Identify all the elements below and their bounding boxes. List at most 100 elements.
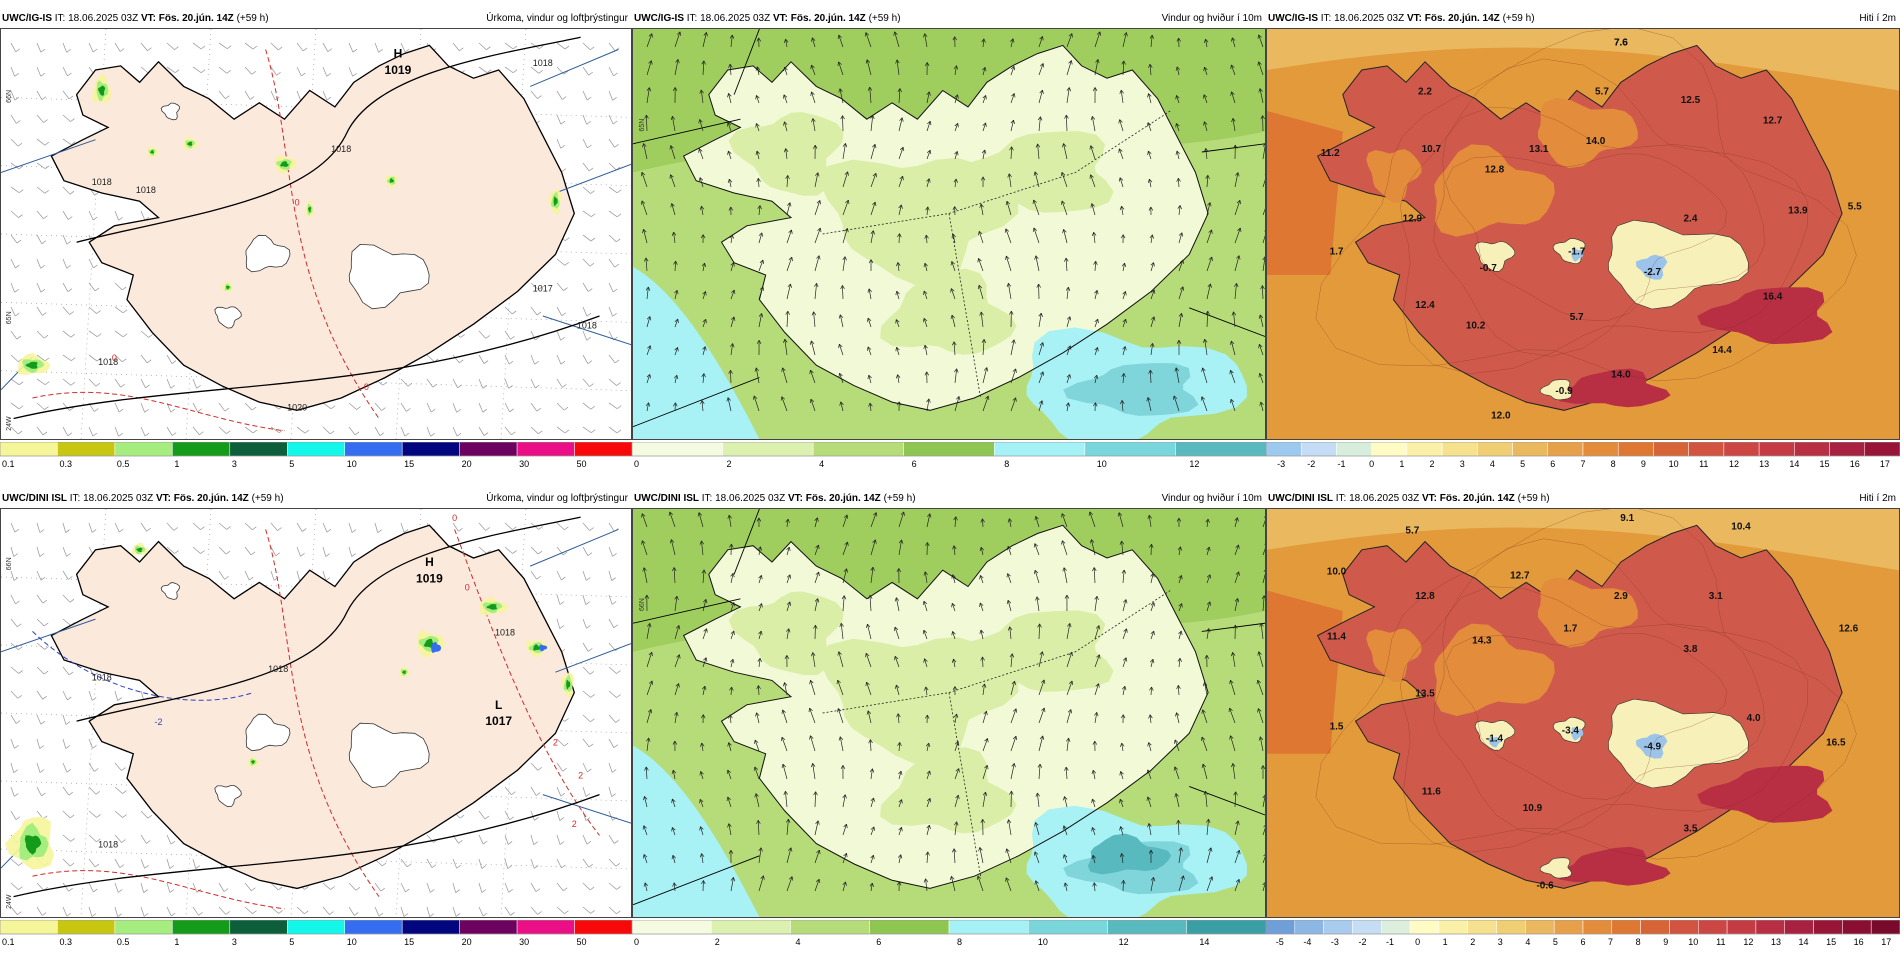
temperature-value: -0.9 bbox=[1555, 386, 1573, 397]
map-area: 66N bbox=[632, 508, 1266, 918]
colorbar-segment bbox=[1865, 442, 1900, 456]
colorbar-tick: 6 bbox=[876, 937, 881, 947]
colorbar-segment bbox=[1759, 442, 1794, 456]
contour-label: 0 bbox=[295, 197, 300, 207]
colorbar-tick: 3 bbox=[1498, 937, 1503, 947]
colorbar-segment bbox=[1641, 920, 1670, 934]
model-name: UWC/DINI ISL bbox=[634, 493, 699, 504]
colorbar-segment bbox=[1266, 920, 1295, 934]
latitude-label: 66N bbox=[6, 90, 13, 103]
temperature-value: 13.1 bbox=[1529, 144, 1549, 155]
colorbar-tick: 15 bbox=[404, 937, 414, 947]
colorbar-segment bbox=[460, 920, 517, 934]
colorbar-tick: 3 bbox=[1460, 459, 1465, 469]
colorbar-tick: 8 bbox=[1611, 459, 1616, 469]
panel-meta: UWC/DINI ISL IT: 18.06.2025 03Z VT: Fös.… bbox=[1268, 490, 1550, 508]
panel-meta: UWC/IG-IS IT: 18.06.2025 03Z VT: Fös. 20… bbox=[1268, 10, 1535, 28]
panel-ig-temp: UWC/IG-IS IT: 18.06.2025 03Z VT: Fös. 20… bbox=[1266, 10, 1900, 480]
temperature-value: 9.1 bbox=[1620, 513, 1634, 524]
init-time: 18.06.2025 03Z bbox=[1334, 13, 1404, 24]
colorbar-tick: 7 bbox=[1580, 459, 1585, 469]
colorbar-segment bbox=[1439, 920, 1468, 934]
colorbar-segment bbox=[1108, 920, 1187, 934]
colorbar-tick: 16 bbox=[1850, 459, 1860, 469]
colorbar-segment bbox=[1187, 920, 1266, 934]
colorbar-tick: 10 bbox=[1097, 459, 1107, 469]
colorbar-segment bbox=[1727, 920, 1756, 934]
colorbar-tick: 7 bbox=[1608, 937, 1613, 947]
lead-time: (+59 h) bbox=[884, 493, 916, 504]
init-time: 18.06.2025 03Z bbox=[83, 493, 153, 504]
model-name: UWC/IG-IS bbox=[634, 13, 684, 24]
colorbar-segment bbox=[1756, 920, 1785, 934]
latitude-label: 66N bbox=[6, 557, 13, 570]
colorbar-segment bbox=[287, 920, 344, 934]
valid-time: Fös. 20.jún. 14Z bbox=[159, 13, 234, 24]
colorbar-tick: 16 bbox=[1854, 937, 1864, 947]
colorbar-tick: 50 bbox=[577, 937, 587, 947]
temperature-value: 1.7 bbox=[1330, 247, 1344, 258]
colorbar-segment bbox=[1583, 920, 1612, 934]
temperature-value: 5.5 bbox=[1848, 201, 1862, 212]
temperature-value: -0.6 bbox=[1536, 880, 1554, 891]
temperature-value: -2.7 bbox=[1644, 267, 1662, 278]
temperature-value: 12.8 bbox=[1485, 165, 1505, 176]
colorbar-segment bbox=[230, 920, 287, 934]
temperature-value: 14.0 bbox=[1586, 136, 1606, 147]
colorbar-tick: 0.1 bbox=[2, 937, 15, 947]
panel-dini-temp: UWC/DINI ISL IT: 18.06.2025 03Z VT: Fös.… bbox=[1266, 490, 1900, 958]
colorbar-tick: 0.5 bbox=[117, 937, 130, 947]
temperature-value: 2.2 bbox=[1418, 87, 1432, 98]
colorbar-segment bbox=[1497, 920, 1526, 934]
colorbar-tick: 5 bbox=[289, 937, 294, 947]
colorbar-tick: -4 bbox=[1303, 937, 1311, 947]
contour-label: 0 bbox=[112, 353, 117, 363]
colorbar-tick: 8 bbox=[1004, 459, 1009, 469]
colorbar-tick: 15 bbox=[1826, 937, 1836, 947]
colorbar-tick: 12 bbox=[1189, 459, 1199, 469]
colorbar-segment bbox=[1669, 920, 1698, 934]
valid-time: Fös. 20.jún. 14Z bbox=[1425, 13, 1500, 24]
temperature-value: 5.7 bbox=[1595, 87, 1609, 98]
lead-time: (+59 h) bbox=[252, 493, 284, 504]
product-name: Hiti í 2m bbox=[1859, 490, 1896, 508]
temperature-value: 12.6 bbox=[1839, 623, 1859, 634]
colorbar-tick: 4 bbox=[819, 459, 824, 469]
colorbar-segment bbox=[1830, 442, 1865, 456]
colorbar-segment bbox=[230, 442, 287, 456]
contour-label: 2 bbox=[578, 770, 583, 780]
colorbar-segment bbox=[1028, 920, 1107, 934]
panel-meta: UWC/IG-IS IT: 18.06.2025 03Z VT: Fös. 20… bbox=[634, 10, 901, 28]
pressure-label: 1018 bbox=[92, 672, 112, 682]
product-name: Hiti í 2m bbox=[1859, 10, 1896, 28]
colorbar-segment bbox=[949, 920, 1028, 934]
colorbar-segment bbox=[402, 442, 459, 456]
contour-label: 2 bbox=[553, 738, 558, 748]
temperature-value: 10.7 bbox=[1422, 144, 1442, 155]
colorbar-tick: 12 bbox=[1729, 459, 1739, 469]
colorbar-segment bbox=[1689, 442, 1724, 456]
colorbar-tick: 10 bbox=[347, 459, 357, 469]
colorbar-segment bbox=[870, 920, 949, 934]
colorbar-segment bbox=[1442, 442, 1477, 456]
temperature-value: 11.4 bbox=[1327, 632, 1346, 643]
temperature-value: 12.5 bbox=[1681, 95, 1701, 106]
colorbar-tick: 1 bbox=[174, 459, 179, 469]
colorbar-segment bbox=[1324, 920, 1353, 934]
colorbar-tick: 6 bbox=[1580, 937, 1585, 947]
valid-label: VT: bbox=[1407, 13, 1422, 24]
colorbar-tick: 10 bbox=[347, 937, 357, 947]
valid-time: Fös. 20.jún. 14Z bbox=[174, 493, 249, 504]
pressure-label: 1018 bbox=[268, 664, 288, 674]
colorbar-tick: 4 bbox=[1490, 459, 1495, 469]
colorbar-tick: 8 bbox=[1636, 937, 1641, 947]
temperature-value: 13.5 bbox=[1415, 689, 1435, 700]
colorbar-segment bbox=[345, 920, 402, 934]
init-label: IT: bbox=[1336, 493, 1347, 504]
colorbar-tick: 0 bbox=[1415, 937, 1420, 947]
colorbar-tick: 13 bbox=[1759, 459, 1769, 469]
colorbar-tick: 11 bbox=[1716, 937, 1725, 947]
colorbar-segment bbox=[1583, 442, 1618, 456]
